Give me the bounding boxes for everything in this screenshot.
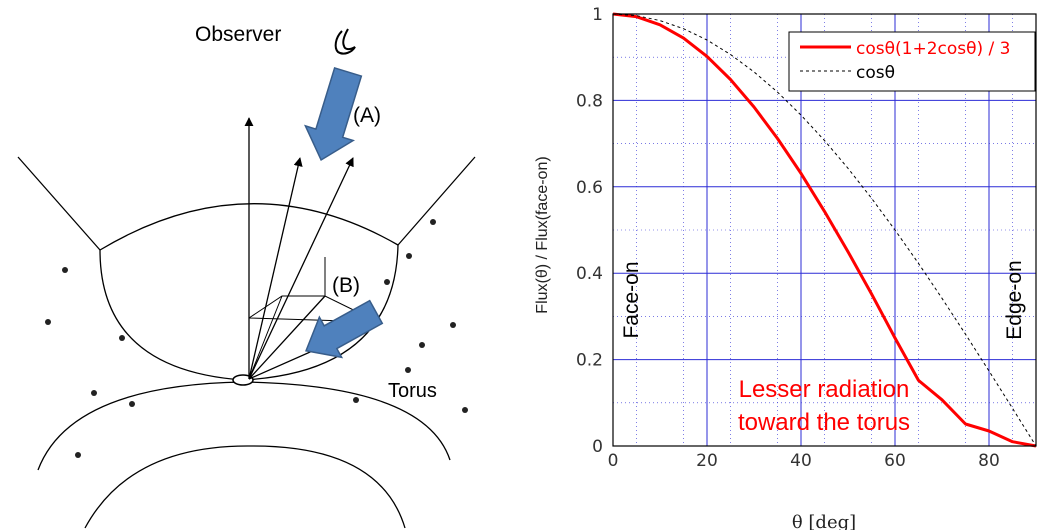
y-tick-label: 0.8 — [576, 91, 603, 111]
lower-cone-inner — [84, 445, 406, 529]
series-line-flux-model — [612, 12, 1037, 448]
x-tick-label: 80 — [978, 451, 1000, 471]
arrow-a-label: (A) — [353, 104, 381, 127]
legend-label-red: cosθ(1+2cosθ) / 3 — [856, 39, 1011, 59]
note-line-2: toward the torus — [738, 409, 910, 436]
y-tick-label: 0.4 — [576, 264, 603, 284]
x-tick-label: 40 — [790, 451, 812, 471]
legend: cosθ(1+2cosθ) / 3 cosθ — [788, 31, 1036, 92]
torus-label: Torus — [388, 380, 437, 402]
y-tick-label: 0.2 — [576, 351, 603, 371]
observer-label: Observer — [195, 23, 281, 46]
y-tick-label: 0 — [592, 437, 603, 457]
arrow-a — [303, 66, 363, 162]
arrow-b-label: (B) — [332, 274, 360, 297]
central-source — [232, 374, 254, 386]
x-tick-label: 0 — [608, 451, 619, 471]
cone-left-edge — [17, 156, 101, 251]
eye-icon — [334, 28, 356, 55]
geometry-diagram: Observer (A) (B) Torus — [17, 23, 476, 529]
cone-right-edge — [397, 156, 476, 246]
chart-tick-labels: 0 20 40 60 80 0 0.2 0.4 0.6 0.8 1 — [576, 5, 1000, 471]
y-tick-label: 0.6 — [576, 178, 603, 198]
ray-to-observer-2 — [248, 157, 354, 380]
ray-to-observer-1 — [248, 157, 303, 380]
arrow-b — [304, 299, 384, 359]
legend-label-dashed: cosθ — [856, 63, 895, 83]
torus-clouds — [45, 219, 468, 458]
y-axis-label: Flux(θ) / Flux(face-on) — [534, 156, 551, 313]
x-axis-label: θ [deg] — [792, 512, 856, 530]
ray-to-cone-wall — [248, 295, 326, 380]
chart-series — [612, 12, 1037, 448]
x-tick-label: 20 — [696, 451, 718, 471]
note-line-1: Lesser radiation — [739, 376, 910, 403]
x-tick-label: 60 — [884, 451, 906, 471]
edge-on-label: Edge-on — [1003, 260, 1026, 339]
plot-frame — [612, 13, 1037, 447]
y-tick-label: 1 — [592, 5, 603, 25]
series-line-cos — [612, 13, 1037, 447]
face-on-label: Face-on — [620, 261, 643, 338]
flux-chart: 0 20 40 60 80 0 0.2 0.4 0.6 0.8 1 θ [deg] Flux(θ) … — [534, 5, 1037, 530]
